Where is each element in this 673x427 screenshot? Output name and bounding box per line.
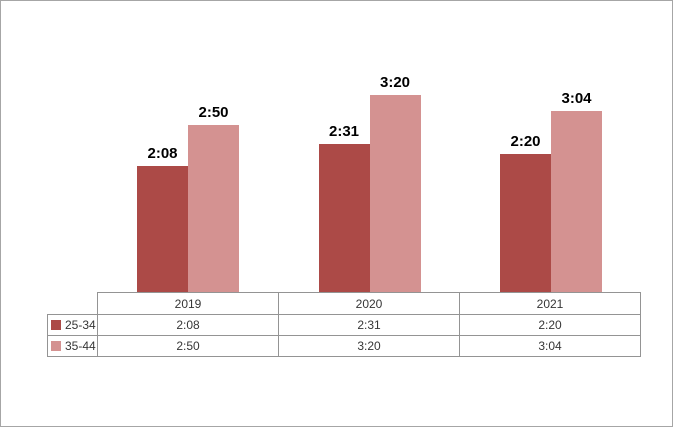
bar-25-34-2020: [318, 144, 370, 292]
table-value-35-44-2021: 3:04: [459, 335, 641, 357]
table-value-25-34-2020: 2:31: [278, 314, 460, 336]
bar-value-label-25-34-2019: 2:08: [147, 145, 178, 162]
table-value-35-44-2020: 3:20: [278, 335, 460, 357]
table-header-row: 2019 2020 2021: [48, 292, 641, 315]
bar-value-label-25-34-2021: 2:20: [510, 133, 541, 150]
bar-value-label-25-34-2020: 2:31: [328, 123, 360, 140]
table-row-35-44: 35-44 2:50 3:20 3:04: [47, 335, 641, 357]
legend-swatch-icon-35-44: [51, 341, 61, 351]
table-year-header-2020: 2020: [278, 292, 460, 315]
bar-35-44-2020: [369, 95, 421, 292]
table-value-25-34-2021: 2:20: [459, 314, 641, 336]
legend-cell-35-44: 35-44: [47, 335, 98, 357]
table-row-25-34: 25-34 2:08 2:31 2:20: [47, 314, 641, 336]
bar-25-34-2019: [137, 166, 188, 292]
bar-value-label-35-44-2021: 3:04: [561, 90, 592, 107]
table-corner-empty-cell: [48, 293, 98, 315]
table-value-25-34-2019: 2:08: [97, 314, 279, 336]
bar-35-44-2021: [551, 111, 602, 292]
legend-swatch-icon-25-34: [51, 320, 61, 330]
bar-value-label-35-44-2019: 2:50: [198, 104, 229, 121]
table-value-35-44-2019: 2:50: [97, 335, 279, 357]
bar-chart-plot-area: 2:08 2:50 2:31 3:20 2:20 3:04: [1, 1, 672, 292]
bar-value-label-35-44-2020: 3:20: [379, 74, 411, 91]
bar-25-34-2021: [500, 154, 551, 292]
legend-cell-25-34: 25-34: [47, 314, 98, 336]
table-year-header-2019: 2019: [97, 292, 279, 315]
bar-35-44-2019: [188, 125, 239, 292]
table-year-header-2021: 2021: [459, 292, 641, 315]
legend-label-35-44: 35-44: [65, 339, 96, 353]
chart-data-table: 2019 2020 2021 25-34 2:08 2:31 2:20 35-44 2:50 3:…: [47, 292, 641, 357]
legend-label-25-34: 25-34: [65, 318, 96, 332]
